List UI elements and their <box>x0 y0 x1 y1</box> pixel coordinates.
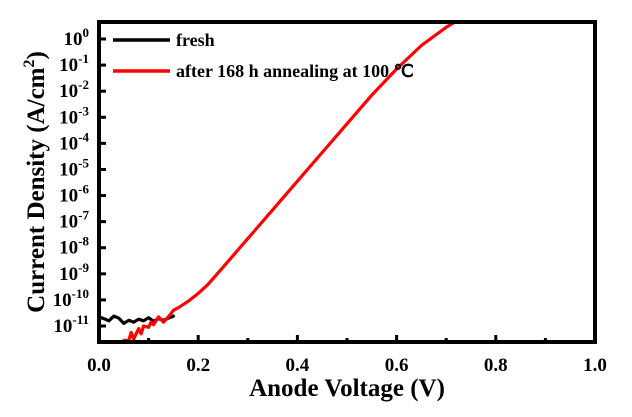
y-tick-label: 10-4 <box>59 129 89 154</box>
legend-label-annealed: after 168 h annealing at 100 ℃ <box>176 61 414 81</box>
x-tick-label: 0.8 <box>484 355 508 376</box>
series-layer <box>99 24 455 342</box>
y-tick-label: 10-6 <box>59 182 89 207</box>
y-tick-label: 10-2 <box>59 77 89 102</box>
series-line-annealed <box>122 24 455 342</box>
x-tick-label: 0.0 <box>87 355 111 376</box>
y-tick-label: 10-8 <box>59 234 89 259</box>
y-tick-label: 10-10 <box>53 286 89 311</box>
y-tick-label: 10-5 <box>59 155 89 180</box>
y-axis-title-main: Current Density (A/cm <box>23 67 50 312</box>
x-axis-title: Anode Voltage (V) <box>249 375 445 402</box>
y-tick-label: 10-9 <box>59 260 89 285</box>
legend-label-fresh: fresh <box>176 30 215 50</box>
x-tick-label: 1.0 <box>583 355 607 376</box>
y-tick-label: 10-7 <box>59 208 89 233</box>
y-axis-title-sup: 2 <box>21 60 38 68</box>
x-tick-label: 0.4 <box>286 355 310 376</box>
ticks-layer <box>97 37 597 342</box>
y-axis-title-close: ) <box>23 51 50 59</box>
legend: fresh after 168 h annealing at 100 ℃ <box>113 30 414 81</box>
x-tick-label: 0.6 <box>385 355 409 376</box>
y-axis-title: Current Density (A/cm2) <box>21 51 50 313</box>
y-tick-label: 10-1 <box>59 51 89 76</box>
y-tick-label: 100 <box>64 25 90 50</box>
y-tick-label: 10-11 <box>53 312 89 337</box>
x-tick-label: 0.2 <box>186 355 210 376</box>
y-tick-label: 10-3 <box>59 103 89 128</box>
labels-layer: 0.0 0.2 0.4 0.6 0.8 1.010010-110-210-310-410-… <box>53 25 607 376</box>
